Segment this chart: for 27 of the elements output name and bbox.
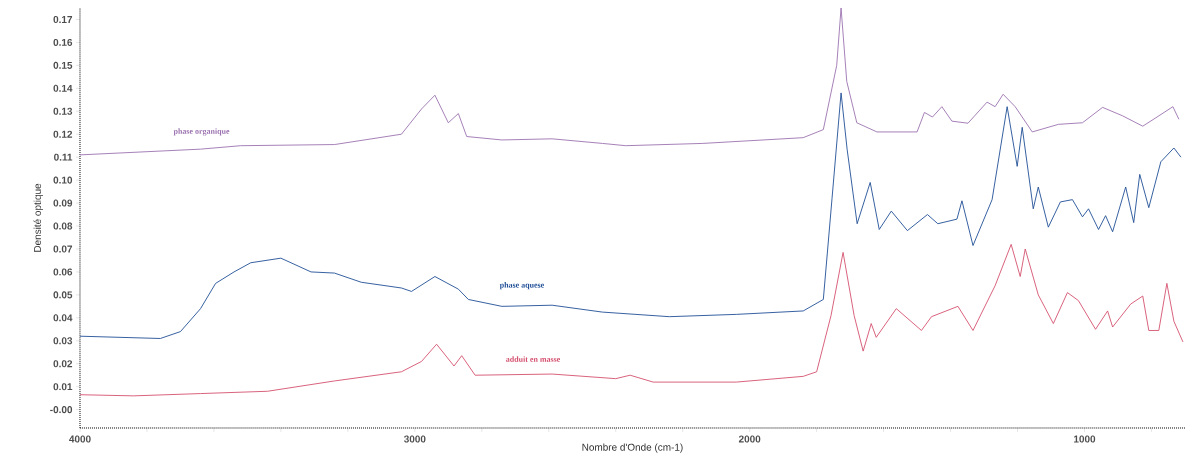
y-tick-label: 0.14 [53, 84, 73, 92]
y-tick-label: 0.16 [53, 38, 73, 46]
y-tick-label: 0.02 [53, 360, 73, 368]
y-tick-label: 0.05 [53, 291, 73, 299]
y-tick-label: 0.13 [53, 107, 73, 115]
y-tick-label: 0.12 [53, 130, 73, 138]
line-series [79, 243, 1184, 397]
y-tick-label: 0.17 [53, 15, 73, 23]
y-tick-label: 0.10 [53, 176, 73, 184]
x-tick-label: 4000 [69, 435, 91, 443]
y-axis-title: Densité optique [33, 183, 43, 252]
y-tick-label: 0.03 [53, 337, 73, 345]
x-tick-label: 2000 [738, 435, 761, 443]
x-tick-label: 1000 [1074, 435, 1096, 443]
line-series [79, 92, 1182, 339]
y-tick-label: 0.01 [53, 383, 73, 391]
y-tick-label: 0.06 [53, 268, 73, 276]
y-tick-label: 0.11 [54, 153, 73, 161]
line-series [79, 7, 1180, 156]
y-tick-label: 0.09 [53, 199, 73, 207]
y-tick-label: 0.15 [53, 61, 73, 69]
x-axis-title: Nombre d'Onde (cm-1) [582, 443, 683, 453]
y-tick-label: -0.00 [50, 406, 73, 414]
y-tick-label: 0.08 [53, 222, 73, 230]
y-tick-label: 0.04 [53, 314, 73, 322]
y-tick-label: 0.07 [53, 245, 73, 253]
x-tick-label: 3000 [403, 435, 426, 443]
